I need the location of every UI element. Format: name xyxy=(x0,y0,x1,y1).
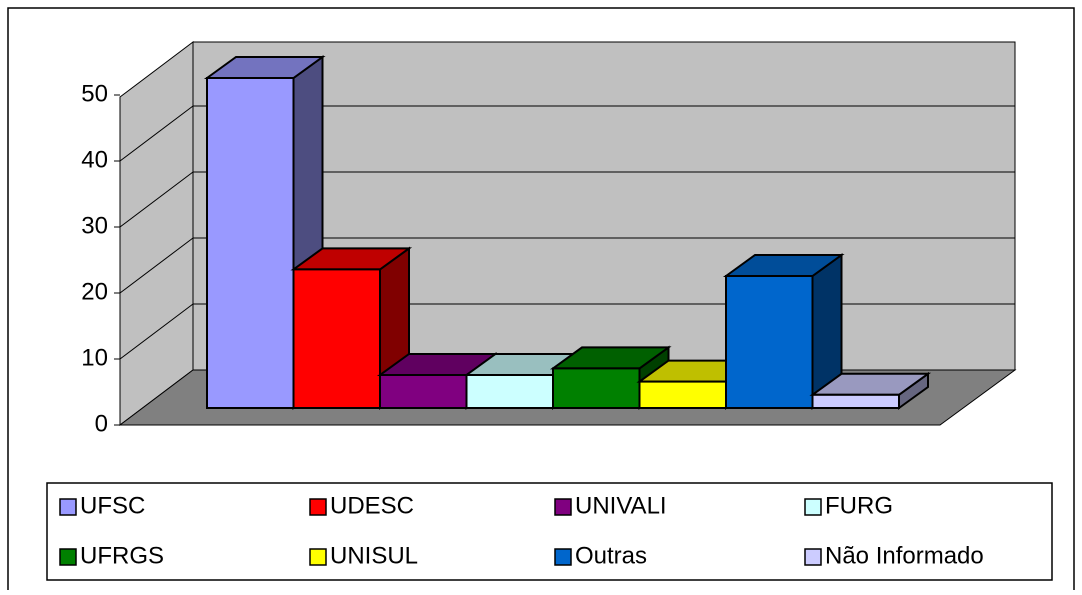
legend-swatch xyxy=(804,548,822,566)
y-tick-label: 10 xyxy=(81,344,108,371)
bar xyxy=(811,393,900,409)
bar xyxy=(292,268,381,409)
legend-swatch xyxy=(309,498,327,516)
bar xyxy=(465,374,554,409)
bar xyxy=(725,275,814,409)
bar xyxy=(552,367,641,409)
legend-label: FURG xyxy=(825,492,893,519)
legend-label: Não Informado xyxy=(825,542,984,569)
bar xyxy=(379,374,468,409)
grid-line xyxy=(119,171,194,228)
bar xyxy=(638,380,727,410)
legend-box xyxy=(46,482,1053,581)
legend-label: UDESC xyxy=(330,492,414,519)
legend-label: Outras xyxy=(575,542,647,569)
legend-swatch xyxy=(59,548,77,566)
y-tick-label: 40 xyxy=(81,146,108,173)
left-wall xyxy=(119,40,194,427)
y-tick-label: 30 xyxy=(81,212,108,239)
grid-line xyxy=(119,303,194,360)
legend-label: UFSC xyxy=(80,492,145,519)
bar xyxy=(206,77,295,409)
legend-label: UNISUL xyxy=(330,542,418,569)
legend-swatch xyxy=(59,498,77,516)
legend-label: UNIVALI xyxy=(575,492,667,519)
legend-label: UFRGS xyxy=(80,542,164,569)
y-tick-label: 0 xyxy=(95,410,108,437)
y-tick-label: 20 xyxy=(81,278,108,305)
legend-swatch xyxy=(554,548,572,566)
grid-line xyxy=(119,105,194,162)
legend-swatch xyxy=(309,548,327,566)
y-tick-label: 50 xyxy=(81,80,108,107)
legend-swatch xyxy=(554,498,572,516)
grid-line xyxy=(119,237,194,294)
legend-swatch xyxy=(804,498,822,516)
